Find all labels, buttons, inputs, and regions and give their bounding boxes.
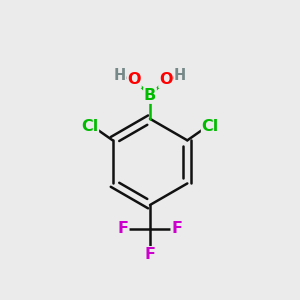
Text: F: F	[171, 221, 182, 236]
Text: O: O	[128, 72, 141, 87]
Text: F: F	[118, 221, 129, 236]
Text: F: F	[145, 247, 155, 262]
Text: Cl: Cl	[202, 119, 219, 134]
Text: O: O	[159, 72, 172, 87]
Text: Cl: Cl	[81, 119, 98, 134]
Text: H: H	[174, 68, 186, 83]
Text: H: H	[114, 68, 126, 83]
Text: B: B	[144, 88, 156, 103]
